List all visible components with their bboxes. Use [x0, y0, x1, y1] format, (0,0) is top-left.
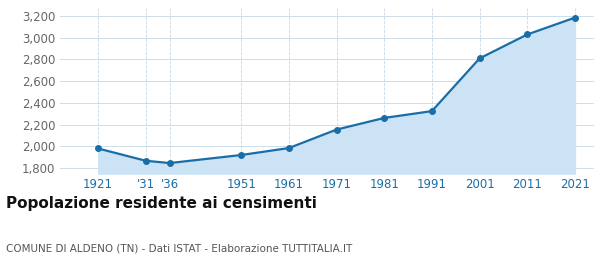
Text: COMUNE DI ALDENO (TN) - Dati ISTAT - Elaborazione TUTTITALIA.IT: COMUNE DI ALDENO (TN) - Dati ISTAT - Ela…: [6, 244, 352, 254]
Text: Popolazione residente ai censimenti: Popolazione residente ai censimenti: [6, 196, 317, 211]
